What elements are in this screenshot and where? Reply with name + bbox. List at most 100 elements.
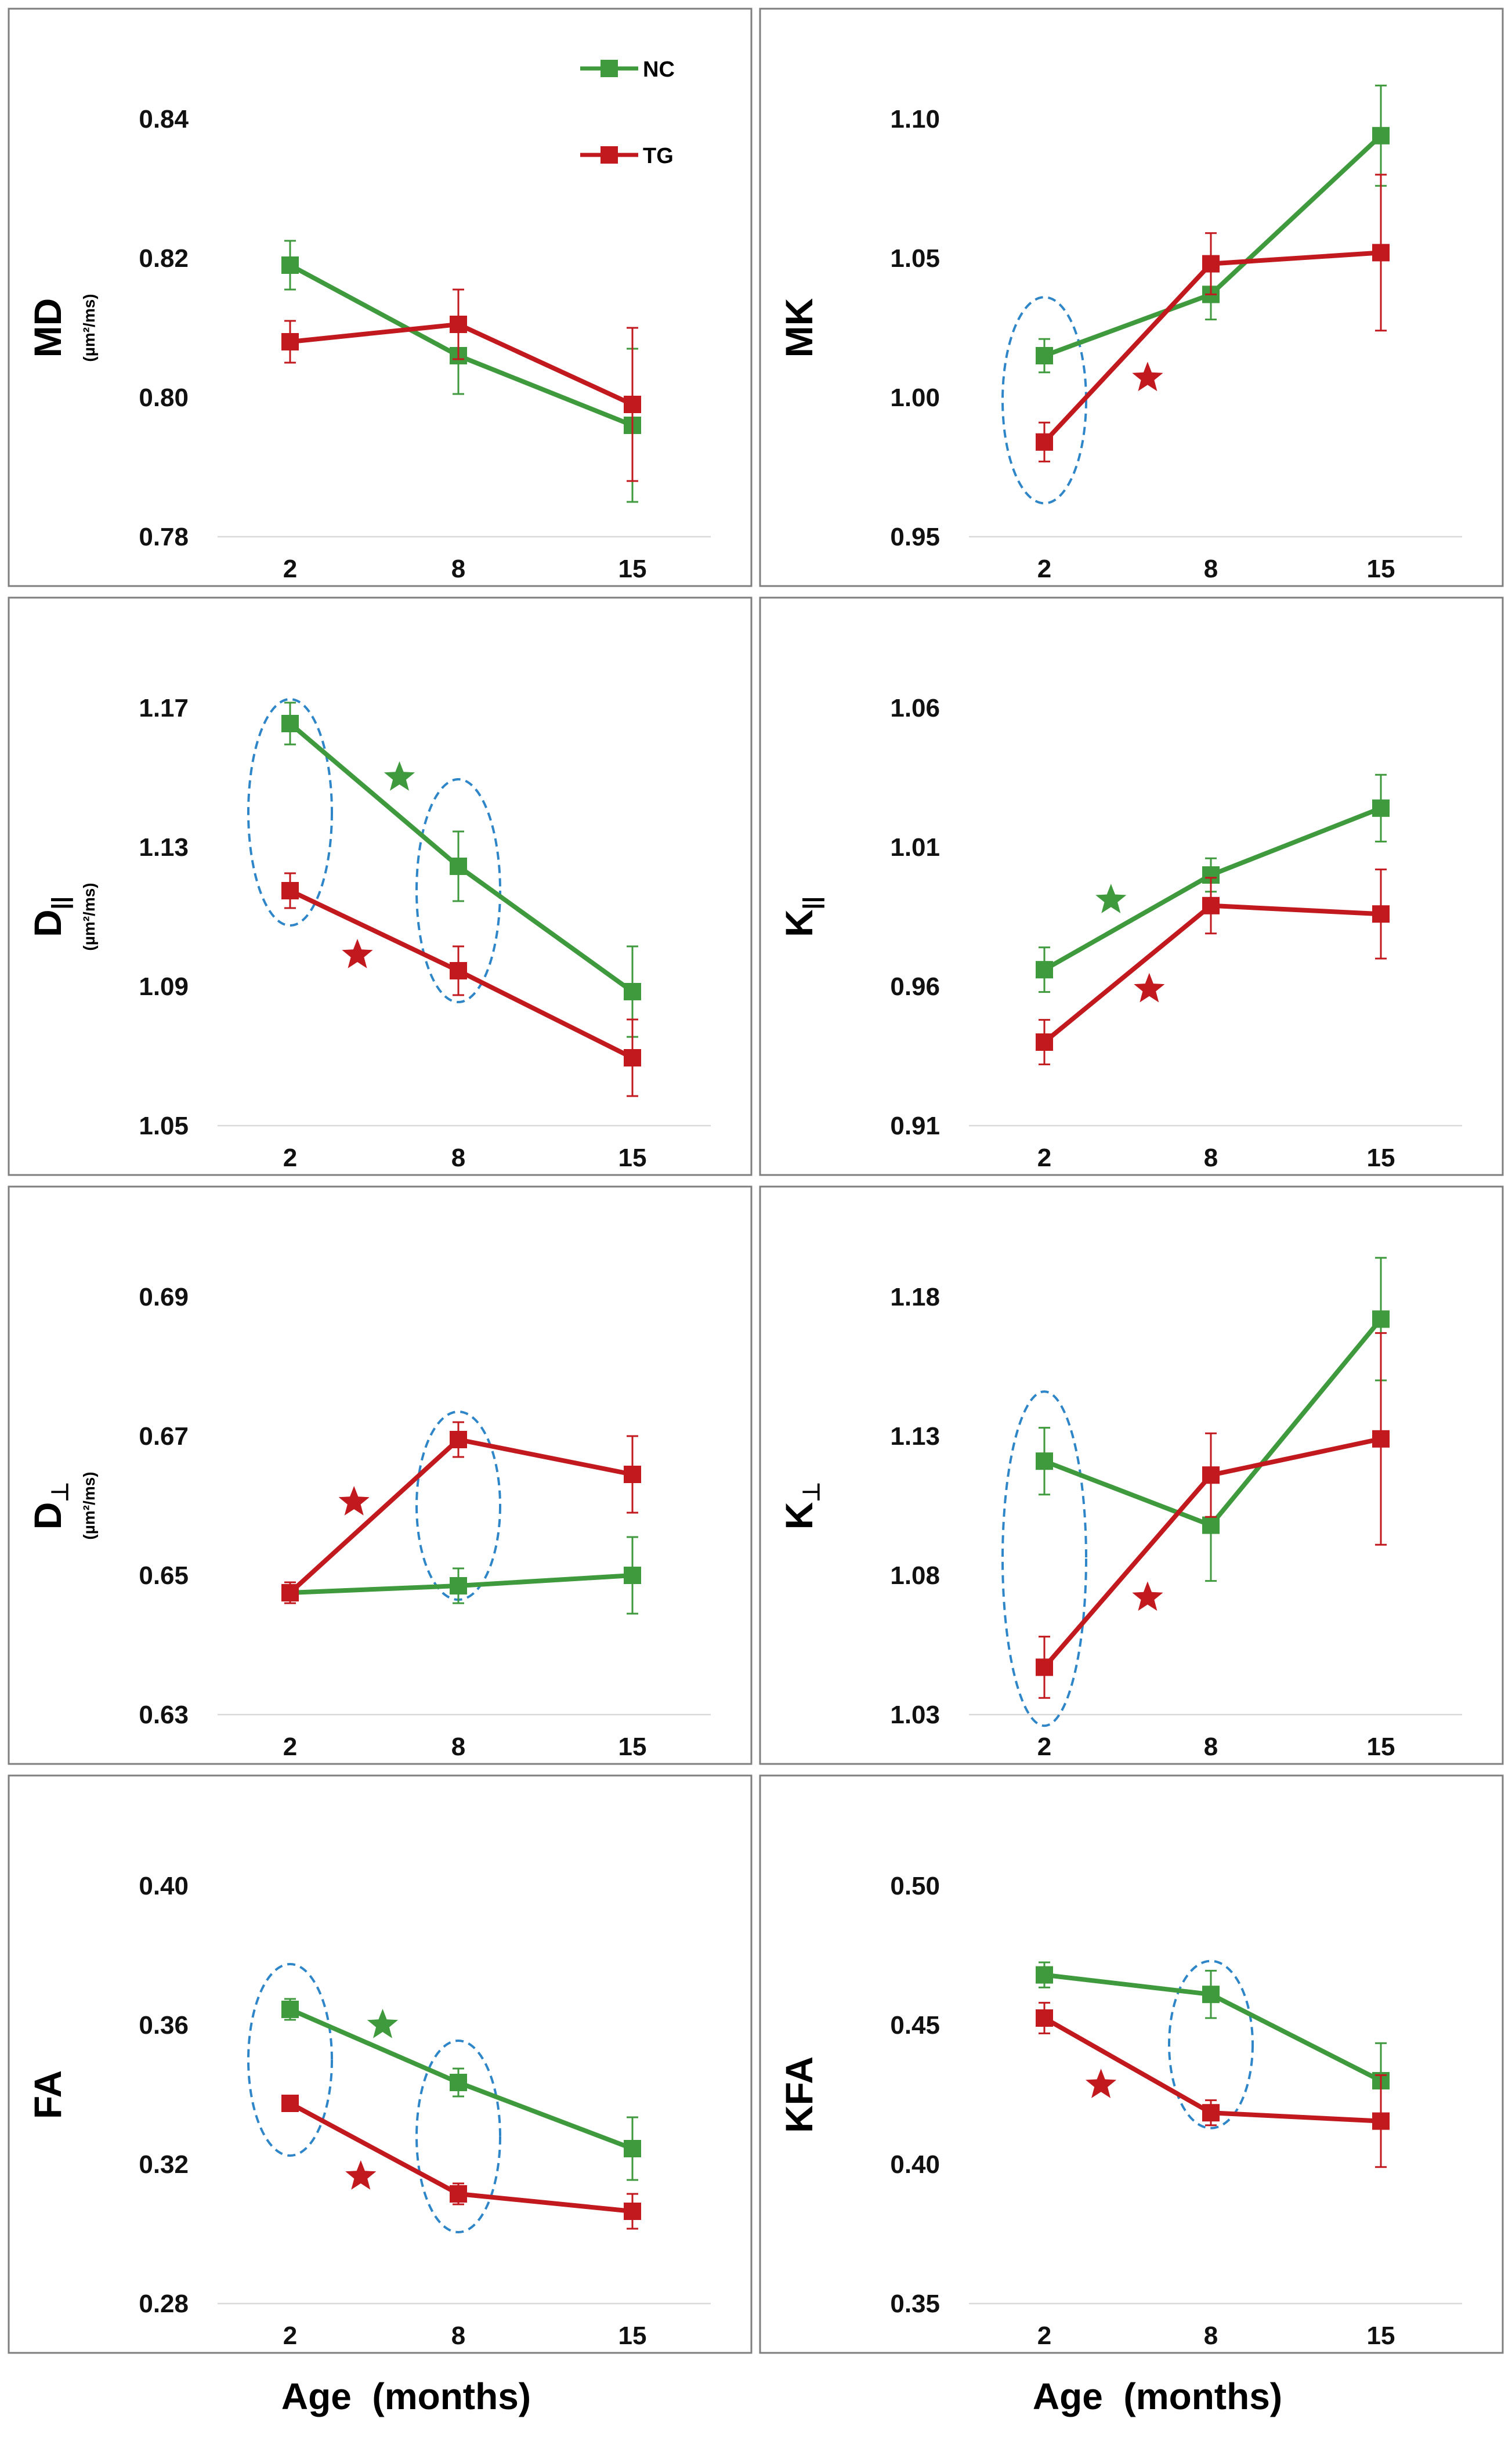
panel-frame	[8, 1774, 753, 2354]
panel-Kperp: 1.03 1.08 1.13 1.18 2 8 15 K⊥	[759, 1185, 1504, 1765]
significance-star	[338, 1486, 370, 1516]
x-tick-label: 2	[1037, 555, 1051, 583]
data-point-nc	[1372, 799, 1390, 817]
x-tick-label: 15	[618, 1733, 647, 1761]
data-point-tg	[281, 2095, 299, 2112]
series-tg	[281, 872, 641, 1097]
data-point-nc	[624, 2140, 641, 2157]
data-point-nc	[624, 1567, 641, 1584]
y-tick-label: 1.05	[139, 1112, 189, 1140]
y-tick-label: 0.32	[139, 2150, 189, 2179]
y-tick-label: 1.17	[139, 694, 189, 722]
x-tick-label: 8	[451, 555, 465, 583]
significance-star	[384, 761, 415, 791]
significance-star	[342, 939, 373, 968]
x-tick-label: 15	[1367, 1733, 1395, 1761]
x-tick-label: 15	[1367, 2322, 1395, 2350]
data-point-tg	[1372, 1430, 1390, 1448]
data-point-nc	[1202, 1986, 1220, 2004]
y-tick-label: 1.01	[890, 833, 940, 862]
y-tick-label: 0.96	[890, 972, 940, 1001]
panel-frame	[759, 1774, 1504, 2354]
series-tg	[281, 2095, 641, 2230]
x-tick-label: 2	[1037, 1144, 1051, 1172]
significance-ellipse	[1168, 1959, 1254, 2129]
y-axis-label-group: K⊥	[777, 1482, 824, 1530]
x-tick-label: 8	[1204, 555, 1218, 583]
y-axis-label: K⊥	[777, 1482, 824, 1530]
series-tg	[1036, 2002, 1390, 2168]
legend-tg-label: TG	[643, 144, 674, 168]
y-tick-label: 0.35	[890, 2290, 940, 2318]
x-tick-label: 15	[618, 2322, 647, 2350]
panel-frame	[759, 596, 1504, 1176]
data-point-tg	[624, 2203, 641, 2220]
data-point-nc	[281, 715, 299, 732]
data-point-tg	[1202, 896, 1220, 914]
panel-frame	[8, 8, 753, 587]
y-tick-label: 0.80	[139, 384, 189, 412]
y-axis-label: K||	[777, 896, 824, 937]
y-axis-label-subscript: ⊥	[48, 1482, 73, 1502]
y-axis-label-group: FA	[26, 2070, 69, 2119]
data-point-nc	[281, 2001, 299, 2018]
panel-frame	[759, 1185, 1504, 1765]
series-nc	[281, 702, 641, 1038]
y-tick-label: 1.18	[890, 1283, 940, 1311]
y-tick-label: 0.91	[890, 1112, 940, 1140]
data-point-nc	[1036, 347, 1053, 364]
legend-tg-marker	[601, 146, 618, 164]
significance-star	[1132, 1581, 1163, 1611]
data-point-tg	[281, 1584, 299, 1601]
significance-star	[1095, 884, 1127, 913]
panel-MD: 0.78 0.80 0.82 0.84 2 8 15 MD (µm²/ms)	[8, 8, 753, 587]
x-axis-label-left: Age (months)	[281, 2375, 531, 2417]
data-point-tg	[450, 316, 467, 333]
y-axis-unit: (µm²/ms)	[80, 294, 98, 361]
y-tick-label: 1.06	[890, 694, 940, 722]
y-axis-label-group: KFA	[777, 2056, 820, 2133]
y-tick-label: 0.95	[890, 523, 940, 551]
significance-star	[1134, 972, 1165, 1003]
data-point-tg	[1036, 433, 1053, 451]
panel-frame	[759, 8, 1504, 587]
data-point-tg	[624, 1466, 641, 1483]
legend-nc-label: NC	[643, 57, 675, 82]
x-tick-label: 15	[1367, 1144, 1395, 1172]
data-point-nc	[1372, 126, 1390, 144]
significance-ellipse	[415, 2040, 501, 2233]
y-tick-label: 0.40	[139, 1872, 189, 1900]
x-tick-label: 8	[1204, 2322, 1218, 2350]
significance-star	[1132, 361, 1163, 392]
y-tick-label: 0.45	[890, 2011, 940, 2040]
y-axis-label: D||	[26, 896, 73, 937]
series-nc	[281, 1998, 641, 2181]
data-point-nc	[450, 1577, 467, 1594]
y-tick-label: 1.10	[890, 105, 940, 133]
data-point-tg	[1202, 2104, 1220, 2122]
panel-KFA: 0.35 0.40 0.45 0.50 2 8 15 KFA	[759, 1774, 1504, 2354]
significance-star	[367, 2009, 399, 2038]
x-tick-label: 2	[283, 1733, 297, 1761]
y-axis-label: FA	[26, 2070, 69, 2119]
series-nc	[1036, 773, 1390, 993]
data-point-tg	[281, 882, 299, 899]
significance-ellipse	[247, 1963, 333, 2157]
y-axis-label: MD	[26, 298, 69, 358]
y-axis-unit: (µm²/ms)	[80, 883, 98, 950]
x-axis-label-right: Age (months)	[1033, 2375, 1282, 2417]
y-tick-label: 0.63	[139, 1701, 189, 1729]
significance-ellipse	[1001, 1390, 1087, 1727]
x-tick-label: 8	[451, 1144, 465, 1172]
x-tick-label: 2	[283, 1144, 297, 1172]
data-point-nc	[450, 2074, 467, 2091]
series-tg	[281, 1421, 641, 1604]
x-tick-label: 2	[1037, 2322, 1051, 2350]
panel-MK: 0.95 1.00 1.05 1.10 2 8 15 MK	[759, 8, 1504, 587]
y-tick-label: 0.40	[890, 2150, 940, 2179]
x-tick-label: 2	[283, 555, 297, 583]
series-tg	[1036, 173, 1390, 462]
data-point-nc	[1202, 1516, 1220, 1534]
data-point-nc	[281, 256, 299, 274]
y-tick-label: 0.65	[139, 1561, 189, 1590]
